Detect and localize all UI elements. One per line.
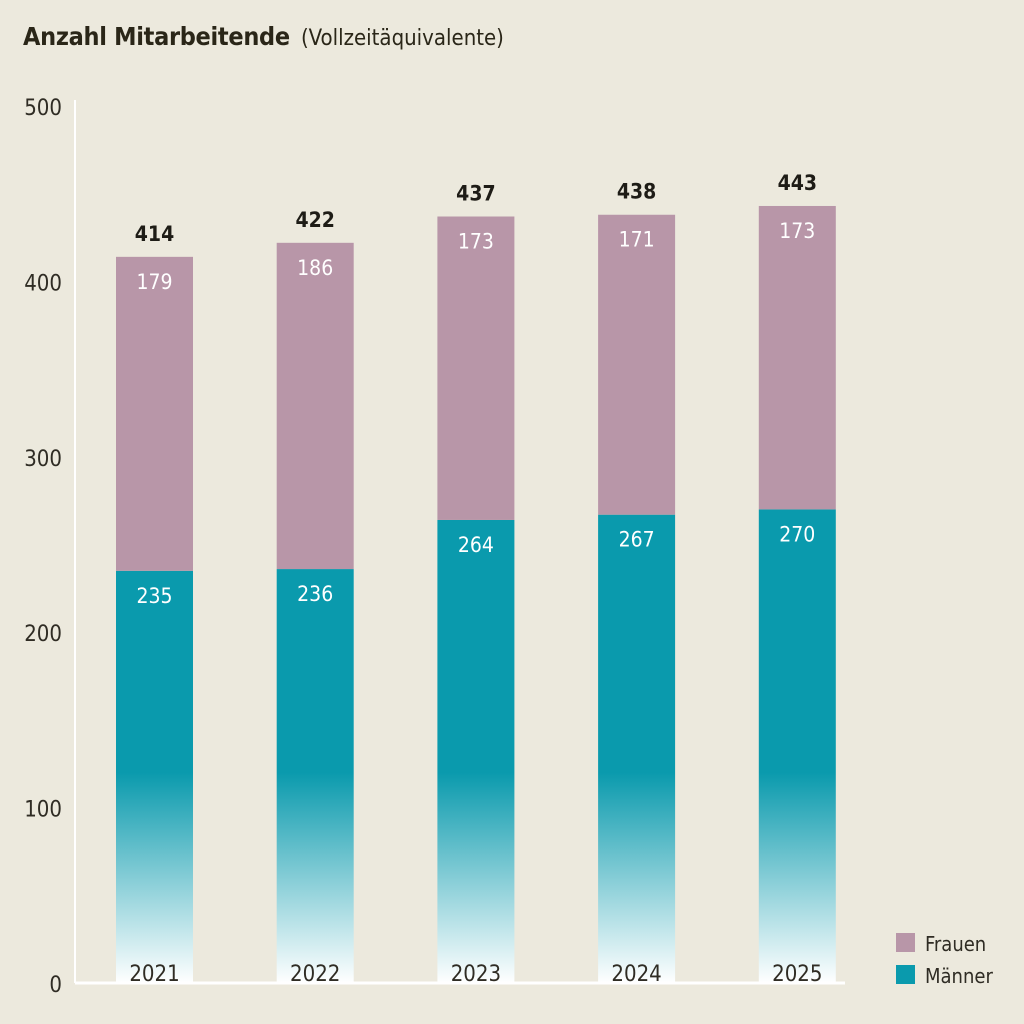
chart-title: Anzahl Mitarbeitende (Vollzeitäquivalent… (23, 22, 504, 51)
y-tick-label: 300 (24, 447, 62, 472)
legend-label: Männer (925, 964, 993, 988)
data-label-frauen: 186 (297, 256, 333, 280)
bar-frauen (598, 214, 676, 515)
data-label-maenner: 270 (779, 522, 815, 546)
y-tick-label: 500 (24, 96, 62, 121)
legend-swatch-maenner (896, 965, 915, 984)
bar-maenner (598, 514, 676, 983)
y-tick-label: 0 (49, 973, 62, 998)
data-label-maenner: 236 (297, 582, 333, 606)
bar-group-2024: 267 171 438 (598, 180, 676, 983)
data-label-frauen: 171 (619, 228, 655, 252)
x-axis: 2021 2022 2023 2024 2025 (75, 962, 845, 987)
x-tick-label: 2021 (129, 962, 179, 987)
x-tick-label: 2025 (772, 962, 822, 987)
bar-group-2023: 264 173 437 (437, 182, 515, 983)
bar-frauen (758, 205, 836, 510)
bar-group-2021: 235 179 414 (116, 222, 193, 983)
legend-label: Frauen (925, 932, 986, 956)
bars: 235 179 414 236 186 422 264 173 437 267 171 438 270 1… (116, 171, 836, 983)
data-label-frauen: 179 (136, 270, 172, 294)
chart-title-main: Anzahl Mitarbeitende (23, 22, 290, 51)
y-tick-label: 200 (24, 622, 62, 647)
data-label-total: 414 (135, 222, 174, 246)
data-label-total: 438 (617, 180, 656, 204)
x-tick-label: 2022 (290, 962, 340, 987)
bar-maenner (116, 570, 193, 983)
data-label-maenner: 264 (458, 533, 494, 557)
data-label-total: 437 (456, 182, 495, 206)
x-tick-label: 2024 (611, 962, 661, 987)
data-label-maenner: 267 (619, 528, 655, 552)
bar-maenner (276, 569, 354, 983)
data-label-frauen: 173 (458, 230, 494, 254)
bar-maenner (437, 519, 515, 983)
legend-swatch-frauen (896, 933, 915, 952)
legend-item-maenner: Männer (896, 964, 993, 988)
bar-frauen (116, 256, 193, 571)
bar-group-2025: 270 173 443 (758, 171, 836, 983)
legend-item-frauen: Frauen (896, 932, 986, 956)
y-axis: 0 100 200 300 400 500 (24, 96, 76, 998)
y-tick-label: 400 (24, 271, 62, 296)
x-tick-label: 2023 (451, 962, 501, 987)
bar-group-2022: 236 186 422 (276, 208, 354, 983)
bar-maenner (758, 509, 836, 983)
bar-frauen (437, 216, 515, 520)
legend: Frauen Männer (896, 932, 993, 988)
y-tick-label: 100 (24, 798, 62, 823)
chart-title-subtitle: (Vollzeitäquivalente) (300, 26, 504, 51)
bar-frauen (276, 242, 354, 570)
data-label-frauen: 173 (779, 219, 815, 243)
data-label-maenner: 235 (136, 584, 172, 608)
data-label-total: 422 (295, 208, 334, 232)
data-label-total: 443 (778, 171, 817, 195)
